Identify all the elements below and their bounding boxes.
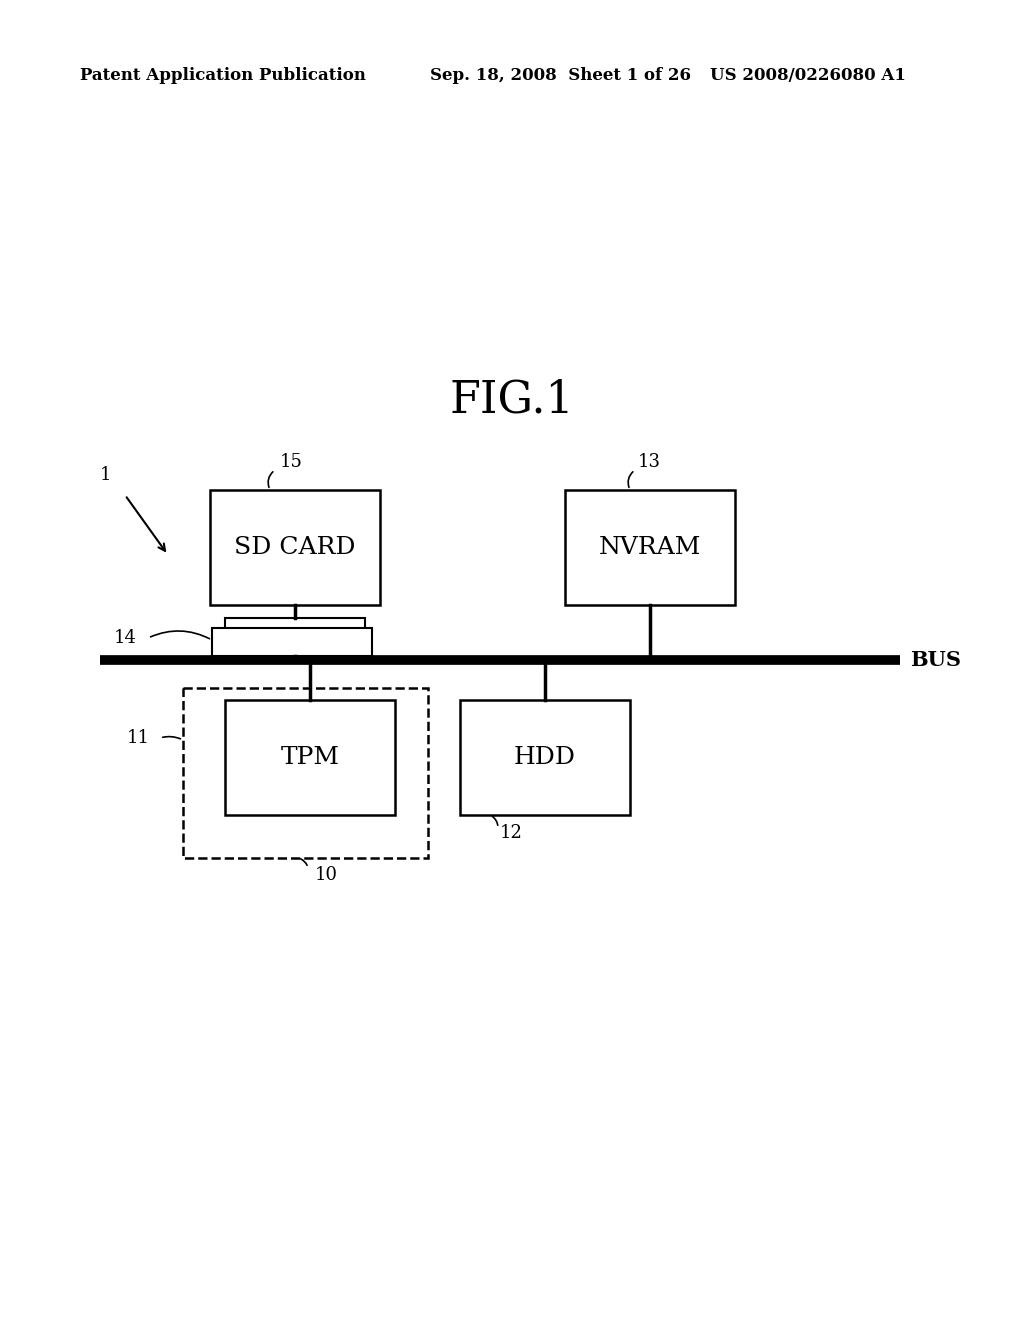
Bar <box>210 490 380 605</box>
Text: 11: 11 <box>127 729 150 747</box>
Text: Patent Application Publication: Patent Application Publication <box>80 66 366 83</box>
Bar <box>565 490 735 605</box>
Text: FIG.1: FIG.1 <box>450 379 574 421</box>
Text: 14: 14 <box>114 630 137 647</box>
Text: 10: 10 <box>315 866 338 884</box>
Text: 1: 1 <box>99 466 111 484</box>
Text: TPM: TPM <box>281 746 340 770</box>
Text: NVRAM: NVRAM <box>599 536 701 558</box>
Bar <box>225 618 365 645</box>
Bar <box>460 700 630 814</box>
Text: US 2008/0226080 A1: US 2008/0226080 A1 <box>710 66 906 83</box>
Text: 15: 15 <box>280 453 303 471</box>
Text: HDD: HDD <box>514 746 575 770</box>
Bar <box>225 700 395 814</box>
Bar <box>212 628 372 656</box>
Text: 13: 13 <box>638 453 662 471</box>
Text: BUS: BUS <box>910 649 961 671</box>
Text: SD CARD: SD CARD <box>234 536 355 558</box>
Text: 12: 12 <box>500 824 523 842</box>
Text: Sep. 18, 2008  Sheet 1 of 26: Sep. 18, 2008 Sheet 1 of 26 <box>430 66 691 83</box>
Bar <box>183 688 428 858</box>
